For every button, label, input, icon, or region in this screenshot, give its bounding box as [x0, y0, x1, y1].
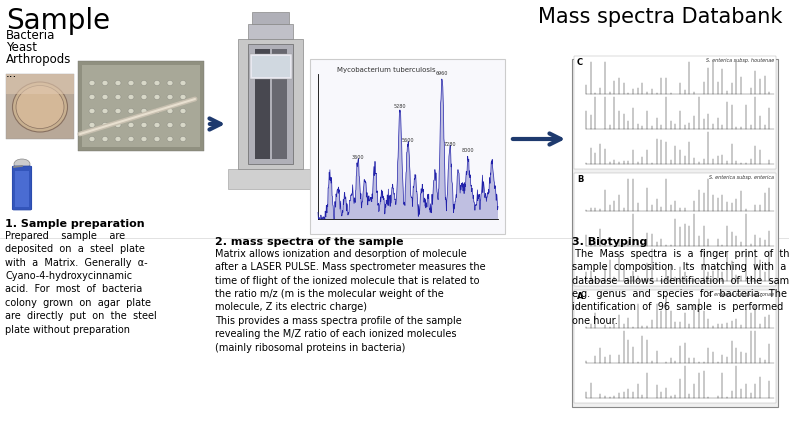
Ellipse shape [115, 136, 121, 142]
Bar [248, 24, 293, 39]
Text: Mass spectra Databank: Mass spectra Databank [538, 7, 782, 27]
FancyBboxPatch shape [13, 166, 32, 210]
Ellipse shape [167, 109, 173, 114]
Text: Yeast: Yeast [6, 41, 37, 54]
Text: 2. mass spectra of the sample: 2. mass spectra of the sample [215, 237, 403, 247]
Text: 5600: 5600 [402, 138, 414, 143]
Bar [6, 74, 74, 94]
Ellipse shape [141, 123, 147, 127]
Text: 5280: 5280 [394, 104, 406, 109]
Ellipse shape [154, 136, 160, 142]
Ellipse shape [180, 123, 186, 127]
Ellipse shape [89, 94, 95, 100]
Ellipse shape [167, 123, 173, 127]
Ellipse shape [167, 81, 173, 85]
Ellipse shape [89, 136, 95, 142]
Bar [78, 61, 204, 151]
Ellipse shape [180, 81, 186, 85]
Ellipse shape [180, 109, 186, 114]
Text: The  Mass  spectra  is  a  finger  print  of  the
sample  composition.  Its  mat: The Mass spectra is a finger print of th… [572, 249, 789, 326]
Bar [252, 12, 289, 24]
Ellipse shape [180, 94, 186, 100]
Bar [82, 65, 200, 147]
Ellipse shape [102, 81, 108, 85]
Ellipse shape [89, 81, 95, 85]
Ellipse shape [102, 123, 108, 127]
Text: B: B [577, 175, 583, 184]
Ellipse shape [141, 81, 147, 85]
Text: Arthropods: Arthropods [6, 53, 71, 66]
Text: C: C [577, 58, 583, 67]
Ellipse shape [14, 159, 30, 169]
Text: S. enterica subsp. enterica: S. enterica subsp. enterica [709, 175, 774, 180]
Text: S. enterica subsp. houtenae: S. enterica subsp. houtenae [705, 58, 774, 63]
Ellipse shape [115, 123, 121, 127]
Text: 3600: 3600 [352, 155, 365, 160]
Text: 1. Sample preparation: 1. Sample preparation [5, 219, 144, 229]
Ellipse shape [115, 109, 121, 114]
Bar [574, 56, 776, 169]
Text: S. enterica subsp. arizonae: S. enterica subsp. arizonae [708, 292, 774, 297]
Ellipse shape [128, 81, 134, 85]
Ellipse shape [128, 109, 134, 114]
Bar [255, 49, 270, 159]
Ellipse shape [115, 94, 121, 100]
Ellipse shape [128, 94, 134, 100]
Ellipse shape [102, 94, 108, 100]
Text: 8000: 8000 [462, 148, 474, 153]
Ellipse shape [180, 136, 186, 142]
Ellipse shape [141, 94, 147, 100]
Ellipse shape [141, 136, 147, 142]
Text: Sample: Sample [6, 7, 110, 35]
Ellipse shape [167, 136, 173, 142]
Ellipse shape [89, 123, 95, 127]
Ellipse shape [128, 136, 134, 142]
Ellipse shape [154, 81, 160, 85]
Ellipse shape [102, 136, 108, 142]
Bar [574, 290, 776, 403]
Ellipse shape [89, 109, 95, 114]
Bar [6, 74, 74, 139]
Bar [238, 39, 303, 169]
Bar [248, 44, 293, 164]
Ellipse shape [167, 94, 173, 100]
Bar [250, 54, 292, 79]
Bar [228, 169, 313, 189]
Text: 3. Biotyping: 3. Biotyping [572, 237, 648, 247]
Text: Prepared    sample    are
deposited  on  a  steel  plate
with  a  Matrix.  Gener: Prepared sample are deposited on a steel… [5, 231, 157, 335]
Bar [310, 59, 505, 234]
Bar [252, 56, 290, 77]
Ellipse shape [102, 109, 108, 114]
Bar [574, 173, 776, 286]
Ellipse shape [128, 123, 134, 127]
Polygon shape [318, 79, 498, 219]
Text: A: A [577, 292, 584, 301]
Ellipse shape [115, 81, 121, 85]
Text: 6960: 6960 [436, 71, 448, 76]
Ellipse shape [154, 123, 160, 127]
Ellipse shape [13, 82, 68, 132]
Bar [572, 59, 778, 407]
Text: ...: ... [6, 67, 17, 80]
Text: Mycobacterium tuberculosis: Mycobacterium tuberculosis [337, 67, 436, 73]
Ellipse shape [141, 109, 147, 114]
Text: 7280: 7280 [443, 142, 456, 147]
Text: Matrix allows ionization and desorption of molecule
after a LASER PULSE. Mass sp: Matrix allows ionization and desorption … [215, 249, 485, 353]
Ellipse shape [16, 85, 64, 129]
Bar [15, 171, 29, 207]
Text: Bacteria: Bacteria [6, 29, 55, 42]
Bar [272, 49, 287, 159]
Ellipse shape [154, 109, 160, 114]
Ellipse shape [154, 94, 160, 100]
